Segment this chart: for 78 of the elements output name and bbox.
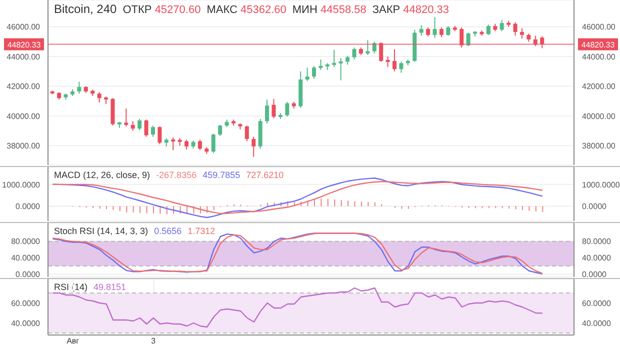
candlestick (144, 119, 148, 138)
candlestick (513, 22, 518, 36)
y2-tick-label: 44000.00 (582, 52, 616, 62)
y-tick-label: 46000.00 (6, 22, 41, 32)
candlestick (285, 101, 290, 118)
candlestick (399, 61, 404, 74)
candlestick (124, 108, 128, 127)
annotation: ОТКР 45270.60 (122, 4, 201, 16)
candlestick (466, 32, 470, 47)
y-tick-label: 80.0000 (11, 237, 41, 246)
candlestick (158, 126, 162, 145)
candlestick (77, 81, 82, 94)
y-tick-label: 44000.00 (6, 52, 41, 62)
annotation: 1.7312 (188, 226, 216, 236)
y2-tick-label: 42000.00 (582, 82, 616, 92)
candlestick (446, 26, 450, 36)
candlestick (500, 20, 504, 32)
x-tick-label: 3 (151, 336, 156, 346)
candlestick (520, 28, 524, 40)
candlestick (419, 24, 424, 36)
y-tick-label: 38000.00 (6, 142, 41, 151)
candlestick (171, 137, 176, 151)
ref-line-label: 44820.33 (7, 40, 42, 50)
y-tick-label: 40.0000 (11, 254, 41, 263)
annotation: 0.5656 (154, 226, 182, 236)
chart-title: Bitcoin, 240 (54, 2, 117, 16)
candlestick (252, 136, 256, 158)
y2-tick-label: 60.0000 (582, 298, 612, 308)
candlestick (392, 48, 397, 72)
candlestick (386, 56, 390, 68)
y2-tick-label: 46000.00 (582, 22, 616, 32)
candlestick (432, 16, 437, 38)
price-tag: 44820.33 (578, 38, 618, 50)
candlestick (130, 120, 135, 132)
y-tick-label: 40.0000 (11, 318, 41, 328)
y2-tick-label: 40.0000 (582, 318, 612, 328)
candlestick (218, 124, 222, 137)
candlestick (138, 118, 142, 131)
annotation: 727.6210 (246, 170, 284, 180)
y-tick-label: 42000.00 (6, 82, 41, 92)
y-tick-label: 0.0000 (16, 270, 41, 279)
candlestick (312, 66, 316, 80)
annotation: 459.7855 (202, 170, 240, 180)
chart-title: Stoch RSI (14, 14, 3, 3) (54, 226, 148, 236)
candlestick (198, 139, 202, 151)
y2-tick-label: 80.0000 (582, 237, 612, 246)
candlestick (97, 92, 102, 104)
annotation: ЗАКР 44820.33 (372, 4, 450, 16)
candlestick (244, 125, 249, 142)
x-tick-label: Авг (66, 336, 80, 346)
annotation: МИН 44558.58 (292, 4, 366, 16)
candlestick (338, 57, 343, 81)
annotation: МАКС 45362.60 (206, 4, 286, 16)
candlestick (439, 27, 444, 38)
candlestick (211, 133, 216, 154)
candlestick (265, 99, 270, 124)
candlestick (305, 67, 310, 82)
price-tag: 44820.33 (4, 38, 44, 50)
candlestick (352, 47, 356, 60)
candlestick (150, 125, 155, 138)
candlestick (184, 139, 189, 150)
annotation: -267.8356 (156, 170, 197, 180)
y2-tick-label: 40000.00 (582, 112, 616, 121)
y2-tick-label: 0.0000 (582, 202, 608, 212)
y2-tick-label: 40.0000 (582, 254, 612, 263)
candlestick (318, 58, 323, 70)
y-tick-label: 1000.0000 (2, 180, 41, 190)
candlestick (486, 24, 490, 36)
y2-tick-label: 38000.00 (582, 142, 616, 151)
candlestick (272, 98, 276, 119)
chart-title: MACD (12, 26, close, 9) (54, 170, 150, 180)
y-tick-label: 0.0000 (16, 202, 41, 212)
annotation: 49.8151 (94, 282, 126, 292)
y2-tick-label: 0.0000 (582, 270, 608, 279)
candlestick (332, 49, 336, 68)
y-tick-label: 40000.00 (6, 112, 41, 121)
y2-tick-label: 1000.0000 (582, 180, 620, 190)
y-tick-label: 60.0000 (11, 298, 41, 308)
